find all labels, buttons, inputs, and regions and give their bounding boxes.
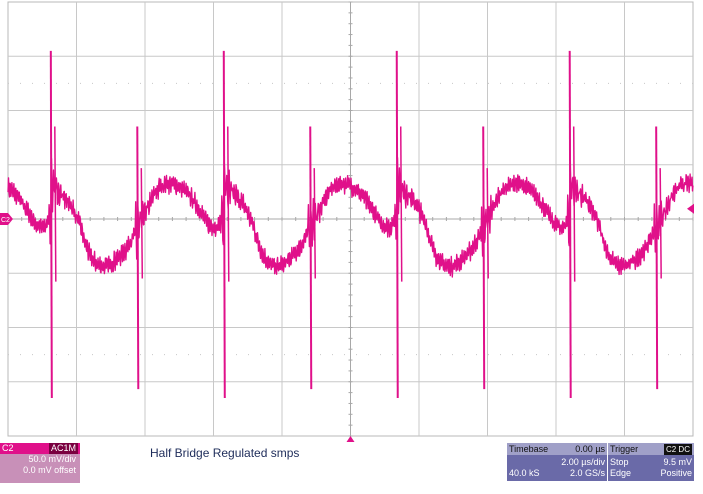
trigger-level-marker — [687, 203, 694, 214]
waveform-trace — [7, 50, 694, 399]
trigger-slope: Positive — [660, 468, 692, 478]
spike-ringing — [659, 168, 662, 279]
channel-level-marker — [0, 213, 13, 225]
time-reference-marker — [346, 436, 355, 442]
trigger-mode: Stop — [610, 457, 629, 467]
spike-ringing — [399, 126, 403, 282]
channel-coupling: AC1M — [48, 443, 78, 454]
trace-markers: C2 — [0, 203, 694, 442]
channel-offset: 0.0 mV offset — [23, 465, 76, 475]
chart-title: Half Bridge Regulated smps — [150, 446, 300, 460]
switching-spike — [309, 126, 313, 390]
timebase-scale: 2.00 µs/div — [561, 457, 605, 467]
timebase-position: 0.00 µs — [575, 444, 605, 454]
trigger-panel[interactable]: Trigger C2 DC Stop 9.5 mV Edge Positive — [608, 443, 694, 481]
spike-ringing — [313, 168, 317, 279]
switching-spike — [655, 126, 659, 390]
switching-spike — [49, 50, 53, 399]
switching-spike — [482, 126, 486, 390]
switching-spike — [395, 50, 399, 399]
trigger-type: Edge — [610, 468, 632, 478]
timebase-rate: 2.0 GS/s — [569, 468, 605, 478]
spike-ringing — [54, 126, 57, 282]
trigger-label: Trigger — [610, 444, 639, 454]
timebase-label: Timebase — [509, 444, 549, 454]
timebase-samples: 40.0 kS — [509, 468, 540, 478]
channel-level-label: C2 — [1, 217, 10, 224]
switching-spike — [136, 126, 140, 390]
waveform-line — [7, 157, 694, 278]
spike-ringing — [140, 168, 144, 279]
spike-ringing — [572, 126, 576, 282]
channel-scale: 50.0 mV/div — [28, 454, 76, 464]
channel-name: C2 — [2, 443, 14, 453]
spike-ringing — [486, 168, 489, 279]
channel-info-panel[interactable]: C2 AC1M 50.0 mV/div 0.0 mV offset — [0, 443, 80, 483]
switching-spike — [222, 50, 226, 399]
switching-spike — [568, 50, 572, 399]
timebase-panel[interactable]: Timebase 0.00 µs 2.00 µs/div 40.0 kS 2.0… — [507, 443, 607, 481]
trigger-level: 9.5 mV — [663, 457, 692, 467]
trigger-source: C2 DC — [663, 444, 692, 455]
spike-ringing — [227, 126, 230, 282]
graticule-grid — [7, 1, 694, 437]
